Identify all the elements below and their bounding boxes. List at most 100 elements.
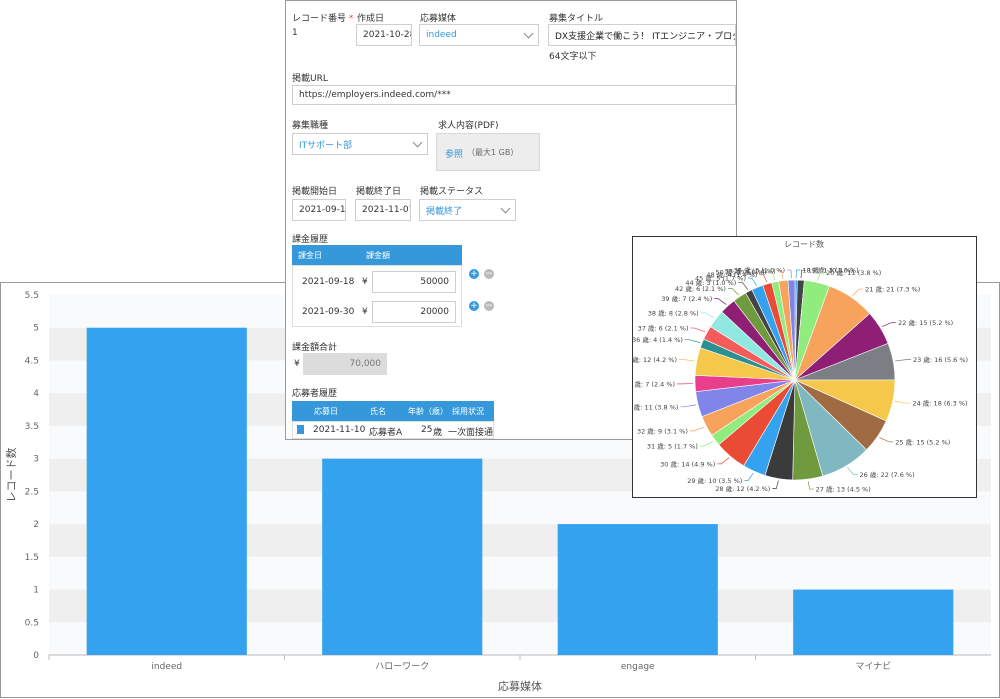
job-type-dropdown[interactable]: ITサポート部 [292, 133, 428, 155]
chevron-down-icon [524, 28, 534, 38]
billing-row-date-value: 2021-09-18 [302, 277, 354, 287]
pie-data-label: 20 歳: 11 (3.8 %) [826, 268, 881, 277]
pie-data-label: 24 歳: 18 (6.3 %) [912, 399, 967, 408]
created-field[interactable]: 2021-10-28 [356, 24, 412, 46]
billing-row-date-value: 2021-09-30 [302, 307, 354, 317]
media-dropdown[interactable]: indeed [419, 24, 539, 46]
applicants-table-header: 応募日 氏名 年齢（歳） 採用状況 [292, 401, 494, 421]
pie-connector [744, 473, 753, 480]
media-value: indeed [426, 30, 457, 40]
pie-connector [701, 313, 715, 318]
pdf-label: 求人内容(PDF) [438, 118, 499, 131]
pie-data-label: 27 歳: 13 (4.5 %) [816, 485, 871, 494]
record-no-value: 1 [292, 28, 298, 38]
pie-data-label: 26 歳: 22 (7.6 %) [860, 470, 915, 479]
billing-amount-value: 20000 [420, 307, 449, 317]
pie-connector [796, 270, 800, 278]
billing-amount-value: 50000 [420, 277, 449, 287]
status-value: 掲載終了 [426, 204, 462, 217]
pie-connector [879, 437, 893, 442]
pie-data-label: 32 歳: 9 (3.1 %) [637, 426, 688, 435]
title-hint: 64文字以下 [549, 49, 596, 62]
billing-row-date[interactable]: 2021-09-30 [296, 301, 354, 323]
status-dropdown[interactable]: 掲載終了 [419, 199, 516, 221]
end-value: 2021-11-07 [362, 205, 411, 215]
pie-title: レコード数 [784, 239, 824, 249]
pdf-drop-area: 参照 （最大1 GB） [436, 133, 540, 171]
billing-table-header: 課金日 課金額 [292, 245, 462, 265]
pie-data-label: 29 歳: 10 (3.5 %) [687, 476, 742, 485]
billing-currency: ¥ [362, 307, 368, 317]
pie-connector [808, 481, 814, 489]
bar[interactable] [558, 524, 718, 655]
job-type-value: ITサポート部 [299, 138, 352, 151]
x-tick-label: ハローワーク [375, 661, 429, 672]
y-tick-label: 4 [33, 389, 39, 399]
pie-connector [882, 322, 896, 326]
created-value: 2021-10-28 [363, 30, 412, 40]
required-mark: * [349, 14, 354, 24]
applicant-date: 2021-11-10 [313, 425, 365, 435]
pie-connector [748, 278, 757, 285]
remove-row-icon[interactable]: − [484, 301, 494, 311]
pie-data-label: 34 歳: 7 (2.4 %) [633, 379, 675, 388]
pie-data-label: 55 歳: 3 (1.0 %) [734, 266, 785, 275]
billing-row-date[interactable]: 2021-09-18 [296, 271, 354, 293]
x-tick-label: indeed [151, 662, 182, 672]
y-tick-label: 2.5 [25, 487, 39, 497]
applicants-header-age: 年齢（歳） [408, 406, 448, 417]
media-label: 応募媒体 [420, 11, 456, 24]
start-field[interactable]: 2021-09-18 [292, 199, 346, 221]
created-label: 作成日 [357, 11, 384, 24]
pie-connector [680, 405, 696, 407]
bar[interactable] [793, 590, 953, 655]
applicant-name: 応募者A [369, 425, 402, 438]
add-row-icon[interactable]: + [469, 269, 479, 279]
bar[interactable] [87, 328, 247, 655]
file-icon[interactable] [297, 425, 304, 434]
applicants-header-name: 氏名 [370, 406, 386, 417]
pie-connector [895, 359, 911, 360]
add-row-icon[interactable]: + [469, 301, 479, 311]
y-axis-title: レコード数 [5, 448, 18, 503]
pie-connector [717, 458, 729, 464]
pie-connector [685, 340, 700, 343]
pie-data-label: 23 歳: 16 (5.6 %) [913, 355, 968, 364]
y-tick-label: 1 [33, 586, 39, 596]
pie-connector [714, 299, 726, 305]
pie-connector [847, 468, 857, 475]
applicant-age-unit: 歳 [433, 425, 442, 438]
total-value-field: 70,000 [303, 353, 387, 375]
table-row[interactable]: 2021-11-10 応募者A 25 歳 一次面接通過 [292, 421, 494, 439]
url-field[interactable]: https://employers.indeed.com/*** [292, 85, 736, 105]
total-value: 70,000 [350, 359, 382, 369]
title-label: 募集タイトル [549, 11, 603, 24]
title-field[interactable]: DX支援企業で働こう！ ITエンジニア・プログラマー [548, 24, 736, 46]
pdf-browse-button[interactable]: 参照 [445, 147, 463, 160]
total-label: 課金額合計 [292, 340, 337, 353]
pie-data-label: 28 歳: 12 (4.2 %) [715, 484, 770, 493]
bar[interactable] [322, 459, 482, 655]
pie-connector [728, 288, 739, 295]
billing-currency: ¥ [362, 277, 368, 287]
y-tick-label: 3.5 [25, 422, 39, 432]
applicants-header-date: 応募日 [314, 406, 338, 417]
billing-amount-field[interactable]: 20000 [372, 301, 456, 323]
pie-data-label: 36 歳: 4 (1.4 %) [633, 335, 683, 344]
pie-connector [787, 270, 791, 278]
x-axis-title: 応募媒体 [498, 679, 542, 693]
pie-data-label: 30 歳: 14 (4.9 %) [660, 459, 715, 468]
remove-row-icon[interactable]: − [484, 269, 494, 279]
billing-amount-field[interactable]: 50000 [372, 271, 456, 293]
billing-header-amount: 課金額 [366, 250, 390, 261]
y-tick-label: 0 [33, 651, 39, 661]
chevron-down-icon [413, 137, 423, 147]
end-field[interactable]: 2021-11-07 [355, 199, 411, 221]
applicants-label: 応募者履歴 [292, 386, 337, 399]
applicants-header-status: 採用状況 [452, 406, 484, 417]
end-label: 掲載終了日 [356, 184, 401, 197]
pie-connector [700, 441, 714, 446]
pie-connector [738, 282, 748, 289]
pie-data-label: 22 歳: 15 (5.2 %) [898, 318, 953, 327]
